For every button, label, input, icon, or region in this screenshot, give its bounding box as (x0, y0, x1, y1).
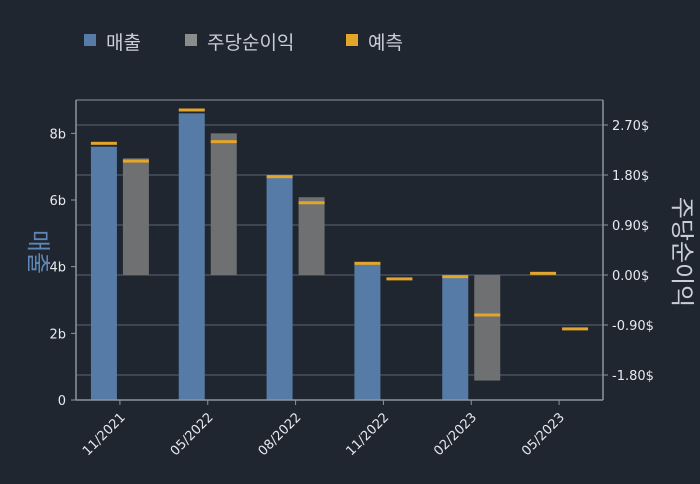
y-axis-right: -1.80$ -0.90$ 0.00$ 0.90$ 1.80$ 2.70$ (603, 119, 654, 384)
forecast-eps-2 (298, 201, 325, 205)
forecast-revenue-2 (266, 175, 293, 179)
bar-eps-4 (474, 275, 501, 381)
y-right-tick-label-0: -1.80$ (612, 369, 654, 384)
bar-revenue-3 (354, 263, 381, 400)
y-axis-title-left: 매출 (24, 230, 52, 274)
bar-revenue-0 (90, 146, 117, 400)
y-right-tick-label-5: 2.70$ (612, 119, 649, 134)
legend-swatch-eps (185, 34, 197, 46)
x-tick-label-2: 08/2022 (256, 410, 305, 459)
y-left-tick-label-0: 0 (58, 394, 66, 409)
y-left-tick-label-3: 6b (49, 194, 66, 209)
y-right-tick-label-2: 0.00$ (612, 269, 649, 284)
x-tick-label-1: 05/2022 (168, 410, 217, 459)
forecast-revenue-3 (354, 261, 381, 265)
bar-eps-2 (298, 197, 325, 275)
forecast-revenue-0 (90, 141, 117, 145)
y-right-tick-label-1: -0.90$ (612, 319, 654, 334)
forecast-revenue-4 (442, 275, 469, 279)
gridlines (76, 124, 603, 376)
y-right-tick-label-4: 1.80$ (612, 169, 649, 184)
bar-eps-1 (210, 133, 237, 275)
bar-revenue-4 (442, 276, 469, 400)
bar-revenue-1 (178, 113, 205, 400)
legend-label-revenue: 매출 (106, 32, 141, 54)
y-left-tick-label-1: 2b (49, 327, 66, 342)
forecast-revenue-5 (530, 271, 557, 275)
forecast-eps-1 (210, 140, 237, 144)
legend-label-forecast: 예측 (368, 32, 403, 54)
x-tick-label-3: 11/2022 (343, 410, 392, 459)
y-left-tick-label-2: 4b (49, 261, 66, 276)
forecast-eps-3 (386, 277, 413, 281)
legend-swatch-revenue (84, 34, 96, 46)
forecast-markers (90, 108, 589, 331)
x-tick-label-5: 05/2023 (519, 410, 568, 459)
x-axis: 11/2021 05/2022 08/2022 11/2022 02/2023 05/20… (80, 400, 568, 459)
x-tick-label-0: 11/2021 (80, 410, 129, 459)
y-left-tick-label-4: 8b (49, 127, 66, 142)
legend-label-eps: 주당순이익 (207, 32, 294, 54)
legend: 매출 주당순이익 예측 (84, 32, 403, 54)
y-axis-title-right: 주당순이익 (668, 197, 696, 307)
forecast-eps-4 (474, 313, 501, 317)
bar-revenue-2 (266, 176, 293, 400)
legend-swatch-forecast (346, 34, 358, 46)
x-tick-label-4: 02/2023 (431, 410, 480, 459)
forecast-revenue-1 (178, 108, 205, 112)
bars (90, 113, 501, 400)
forecast-eps-5 (562, 327, 589, 331)
plot-frame (75, 99, 604, 401)
bar-eps-0 (122, 158, 149, 275)
y-right-tick-label-3: 0.90$ (612, 219, 649, 234)
y-axis-left: 0 2b 4b 6b 8b (49, 127, 76, 409)
forecast-eps-0 (122, 159, 149, 163)
